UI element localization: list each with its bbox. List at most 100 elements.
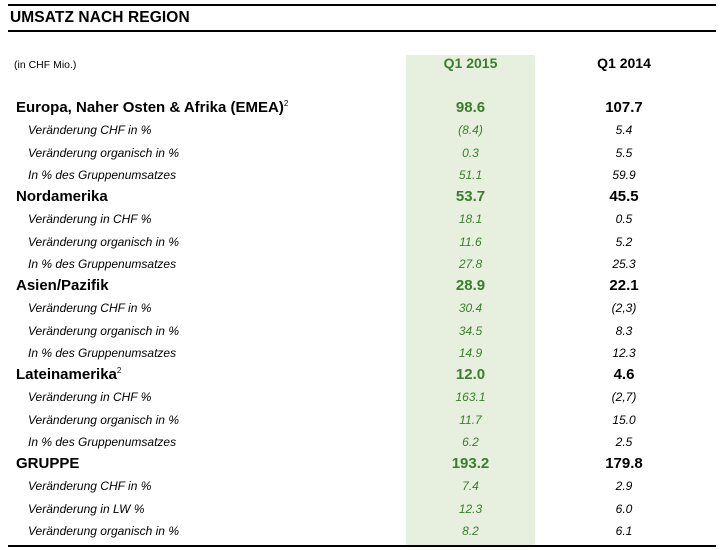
value-q1-2014: 59.9	[612, 167, 636, 182]
value-q1-2015: 51.1	[458, 167, 483, 182]
row-label: Veränderung CHF in %	[28, 475, 151, 497]
value-q1-2014: 5.2	[615, 234, 633, 249]
value-q1-2014: 2.9	[615, 479, 633, 494]
value-q1-2014: 8.3	[615, 323, 633, 338]
value-q1-2015: 11.7	[459, 412, 482, 427]
value-q1-2014: (2,7)	[611, 390, 637, 405]
footnote-marker: 2	[283, 99, 289, 108]
value-q1-2014: 22.1	[609, 277, 639, 294]
row-label: Veränderung in CHF %	[28, 386, 151, 408]
value-q1-2014: 2.5	[615, 434, 633, 449]
value-q1-2015: 6.2	[462, 434, 479, 449]
table-body: Europa, Naher Osten & Afrika (EMEA)2 98.6…	[0, 97, 724, 542]
detail-row: Veränderung organisch in % 0.3 5.5	[0, 142, 724, 164]
detail-row: In % des Gruppenumsatzes 6.2 2.5	[0, 431, 724, 453]
row-label: Europa, Naher Osten & Afrika (EMEA)2	[16, 97, 288, 119]
detail-row: Veränderung in CHF % 18.1 0.5	[0, 208, 724, 230]
value-q1-2015: 0.3	[462, 145, 479, 160]
row-label: In % des Gruppenumsatzes	[28, 431, 176, 453]
detail-row: Veränderung organisch in % 34.5 8.3	[0, 320, 724, 342]
footnote-marker: 2	[116, 366, 122, 375]
row-label-text: Veränderung in LW %	[28, 501, 145, 516]
value-q1-2014: 179.8	[605, 455, 643, 472]
region-row: Europa, Naher Osten & Afrika (EMEA)2 98.6…	[0, 97, 724, 119]
row-label: Veränderung organisch in %	[28, 231, 179, 253]
value-q1-2015: 193.2	[451, 455, 490, 472]
region-row: Nordamerika 53.7 45.5	[0, 186, 724, 208]
unit-note: (in CHF Mio.)	[14, 59, 77, 71]
value-q1-2015: 14.9	[458, 345, 483, 360]
row-label-text: Veränderung CHF in %	[28, 301, 152, 316]
value-q1-2014: 4.6	[613, 366, 635, 383]
detail-row: Veränderung CHF in % 7.4 2.9	[0, 475, 724, 497]
value-q1-2014: 12.3	[612, 345, 636, 360]
row-label-text: Europa, Naher Osten & Afrika (EMEA)	[16, 99, 284, 116]
detail-row: Veränderung in LW % 12.3 6.0	[0, 498, 724, 520]
bottom-rule	[8, 545, 716, 547]
column-header-q1-2015: Q1 2015	[443, 55, 498, 71]
row-label: Veränderung organisch in %	[28, 520, 179, 542]
value-q1-2014: (2,3)	[611, 301, 637, 316]
row-label: In % des Gruppenumsatzes	[28, 342, 176, 364]
row-label-text: In % des Gruppenumsatzes	[28, 345, 177, 360]
value-q1-2014: 15.0	[612, 412, 636, 427]
row-label-text: Veränderung CHF in %	[28, 479, 152, 494]
value-q1-2015: 11.6	[459, 234, 482, 249]
row-label: In % des Gruppenumsatzes	[28, 164, 176, 186]
value-q1-2015: 30.4	[458, 301, 483, 316]
row-label: Veränderung in LW %	[28, 498, 145, 520]
row-label-text: In % des Gruppenumsatzes	[28, 256, 177, 271]
title-rule	[8, 30, 716, 32]
row-label-text: Lateinamerika	[16, 366, 117, 383]
row-label-text: GRUPPE	[16, 455, 80, 472]
row-label-text: Veränderung CHF in %	[28, 123, 152, 138]
row-label-text: In % des Gruppenumsatzes	[28, 434, 177, 449]
top-rule	[8, 4, 716, 6]
row-label-text: Veränderung organisch in %	[28, 323, 179, 338]
detail-row: In % des Gruppenumsatzes 14.9 12.3	[0, 342, 724, 364]
value-q1-2015: 8.2	[462, 523, 479, 538]
row-label-text: Veränderung in CHF %	[28, 212, 152, 227]
value-q1-2015: 12.0	[455, 366, 486, 383]
row-label: Veränderung organisch in %	[28, 320, 179, 342]
row-label: Veränderung CHF in %	[28, 119, 151, 141]
value-q1-2014: 0.5	[615, 212, 633, 227]
row-label-text: Veränderung organisch in %	[28, 523, 179, 538]
value-q1-2014: 6.0	[615, 501, 633, 516]
detail-row: Veränderung in CHF % 163.1 (2,7)	[0, 386, 724, 408]
value-q1-2015: 98.6	[455, 99, 486, 116]
value-q1-2015: 7.4	[462, 479, 479, 494]
row-label: Asien/Pazifik	[16, 275, 109, 297]
value-q1-2015: 18.1	[458, 212, 483, 227]
table-title: UMSATZ NACH REGION	[10, 9, 190, 26]
detail-row: Veränderung CHF in % 30.4 (2,3)	[0, 297, 724, 319]
value-q1-2015: 163.1	[455, 390, 486, 405]
value-q1-2014: 45.5	[609, 188, 639, 205]
detail-row: Veränderung organisch in % 11.6 5.2	[0, 231, 724, 253]
row-label: Veränderung organisch in %	[28, 409, 179, 431]
row-label: Veränderung in CHF %	[28, 208, 151, 230]
detail-row: Veränderung CHF in % (8.4) 5.4	[0, 119, 724, 141]
row-label-text: Veränderung organisch in %	[28, 145, 179, 160]
row-label-text: Nordamerika	[16, 188, 108, 205]
row-label-text: Veränderung organisch in %	[28, 234, 179, 249]
value-q1-2014: 5.4	[615, 123, 633, 138]
value-q1-2015: 34.5	[458, 323, 483, 338]
region-row: GRUPPE 193.2 179.8	[0, 453, 724, 475]
column-header-q1-2014: Q1 2014	[597, 55, 651, 71]
row-label: Lateinamerika2	[16, 364, 121, 386]
row-label-text: Veränderung organisch in %	[28, 412, 179, 427]
value-q1-2015: 12.3	[458, 501, 483, 516]
detail-row: In % des Gruppenumsatzes 27.8 25.3	[0, 253, 724, 275]
row-label: GRUPPE	[16, 453, 79, 475]
value-q1-2014: 6.1	[615, 523, 633, 538]
detail-row: Veränderung organisch in % 8.2 6.1	[0, 520, 724, 542]
value-q1-2015: (8.4)	[458, 123, 483, 138]
row-label-text: Asien/Pazifik	[16, 277, 109, 294]
highlight-column	[406, 55, 535, 545]
row-label: Nordamerika	[16, 186, 108, 208]
value-q1-2014: 5.5	[615, 145, 633, 160]
detail-row: Veränderung organisch in % 11.7 15.0	[0, 409, 724, 431]
row-label: Veränderung organisch in %	[28, 142, 179, 164]
value-q1-2015: 27.8	[458, 256, 483, 271]
